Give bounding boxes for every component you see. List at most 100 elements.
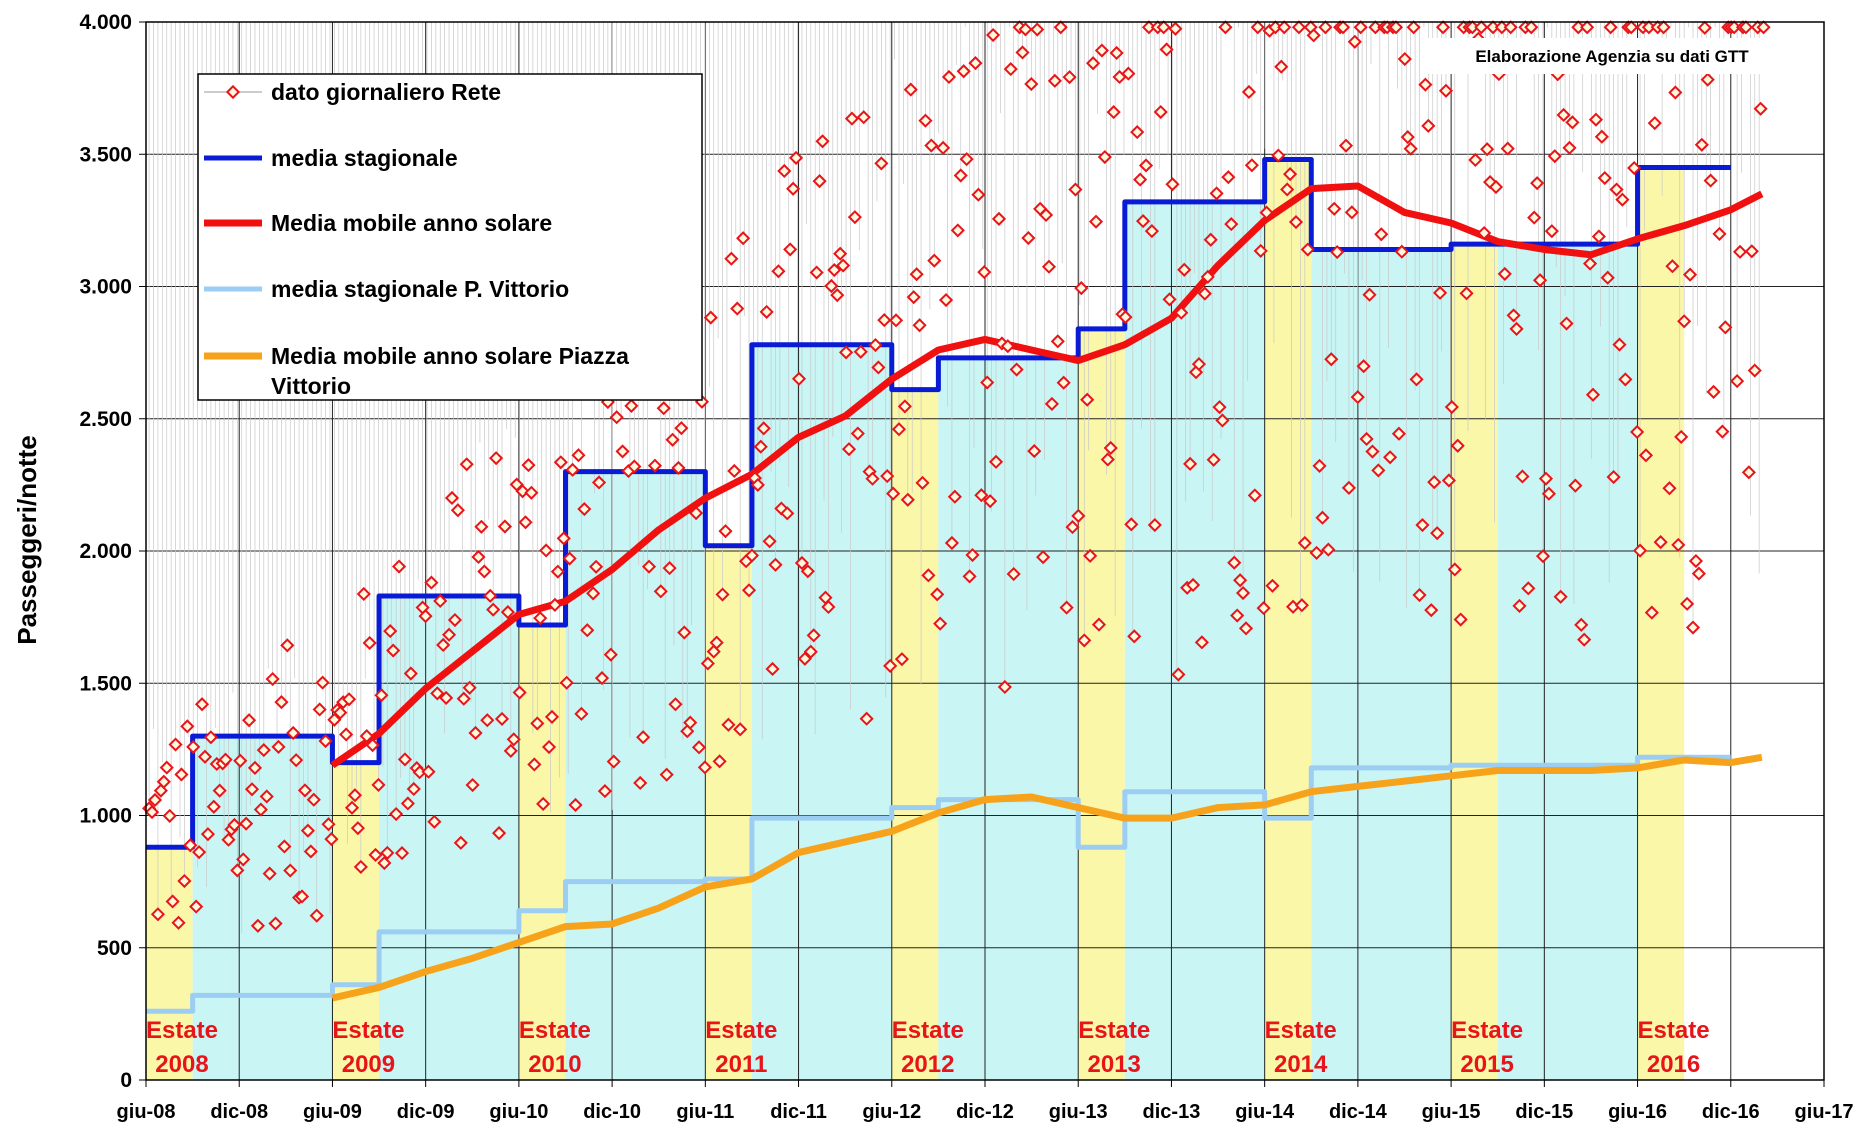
daily-marker: [1547, 149, 1562, 164]
daily-marker: [1006, 566, 1021, 582]
daily-marker: [1630, 424, 1645, 440]
daily-marker: [965, 547, 980, 563]
daily-marker: [1121, 66, 1136, 81]
daily-marker: [450, 503, 465, 518]
legend-item: media stagionale P. Vittorio: [204, 276, 569, 302]
daily-marker: [1627, 160, 1642, 176]
daily-marker: [1056, 375, 1071, 390]
summer-label-line2: 2008: [155, 1051, 208, 1078]
daily-marker: [856, 110, 871, 125]
daily-marker: [1559, 316, 1574, 331]
daily-marker: [1715, 424, 1730, 439]
daily-marker: [806, 628, 821, 643]
daily-marker: [1124, 517, 1139, 532]
daily-marker: [250, 918, 265, 933]
daily-marker: [647, 458, 662, 473]
daily-marker: [1030, 22, 1045, 37]
daily-marker: [1653, 535, 1668, 550]
daily-marker: [797, 651, 812, 666]
daily-marker: [230, 863, 245, 878]
season-band: [938, 357, 1079, 1080]
daily-marker: [838, 345, 854, 360]
daily-marker: [1588, 112, 1604, 127]
daily-marker: [1418, 77, 1433, 92]
daily-marker: [903, 82, 918, 97]
daily-marker: [759, 304, 774, 320]
daily-marker: [1688, 553, 1704, 569]
daily-marker: [1200, 269, 1215, 284]
daily-marker: [1003, 62, 1018, 77]
daily-marker: [794, 555, 810, 571]
daily-marker: [1147, 517, 1162, 533]
daily-marker: [1594, 129, 1609, 144]
daily-marker: [1391, 426, 1406, 441]
daily-marker: [918, 113, 933, 128]
summer-label-2016: Estate 2016: [1638, 1017, 1710, 1078]
daily-marker: [265, 671, 280, 687]
daily-marker: [1562, 140, 1577, 155]
daily-marker: [659, 767, 674, 782]
daily-marker: [1435, 20, 1451, 35]
daily-marker: [1459, 286, 1474, 301]
legend-label: media stagionale P. Vittorio: [271, 276, 569, 302]
daily-marker: [921, 568, 936, 583]
daily-marker: [589, 559, 604, 574]
daily-marker: [424, 575, 439, 590]
daily-marker: [1071, 508, 1086, 523]
daily-marker: [947, 489, 962, 504]
daily-marker: [244, 782, 260, 797]
y-tick-label: 3.500: [79, 143, 132, 166]
daily-marker: [847, 210, 862, 225]
summer-label-2014: Estate 2014: [1265, 1017, 1337, 1078]
daily-marker: [453, 835, 468, 850]
daily-marker: [956, 64, 971, 79]
daily-marker: [383, 624, 398, 639]
daily-marker: [1700, 72, 1715, 87]
daily-marker: [253, 802, 268, 817]
daily-marker: [256, 742, 271, 758]
daily-marker: [974, 488, 989, 503]
daily-marker: [1321, 542, 1336, 557]
daily-marker: [1356, 359, 1371, 374]
daily-marker: [909, 267, 924, 282]
daily-marker: [930, 587, 945, 602]
summer-label-2011: Estate 2011: [705, 1017, 777, 1078]
daily-marker: [1535, 549, 1551, 564]
daily-marker: [603, 647, 618, 662]
daily-marker: [691, 740, 707, 755]
daily-marker: [689, 506, 704, 521]
daily-marker: [503, 743, 518, 758]
daily-marker: [1000, 339, 1015, 354]
season-band: [1124, 201, 1265, 1081]
daily-marker: [1591, 229, 1606, 244]
daily-marker: [477, 564, 492, 579]
x-tick-label: dic-08: [210, 1101, 268, 1123]
daily-marker: [168, 737, 183, 752]
daily-marker: [1097, 149, 1112, 165]
daily-marker: [765, 661, 780, 677]
daily-marker: [239, 816, 254, 831]
daily-marker: [156, 774, 171, 789]
daily-marker: [1162, 292, 1177, 307]
daily-marker: [465, 777, 480, 793]
daily-marker: [391, 559, 407, 574]
daily-marker: [1133, 172, 1148, 187]
daily-marker: [1315, 510, 1330, 525]
daily-marker: [324, 832, 339, 847]
summer-label-line1: Estate: [1265, 1017, 1337, 1044]
daily-marker: [883, 658, 898, 674]
daily-marker: [339, 727, 354, 742]
daily-marker: [497, 519, 513, 534]
daily-marker: [1080, 392, 1095, 407]
daily-marker: [624, 398, 639, 413]
daily-marker: [312, 702, 327, 717]
daily-marker: [177, 873, 192, 889]
summer-label-line1: Estate: [146, 1017, 218, 1044]
x-tick-label: giu-14: [1235, 1101, 1295, 1123]
daily-marker: [500, 605, 515, 620]
daily-marker: [953, 168, 968, 183]
daily-marker: [1283, 167, 1298, 182]
daily-marker: [586, 586, 601, 601]
daily-marker: [1065, 520, 1080, 535]
daily-marker: [1044, 396, 1059, 411]
